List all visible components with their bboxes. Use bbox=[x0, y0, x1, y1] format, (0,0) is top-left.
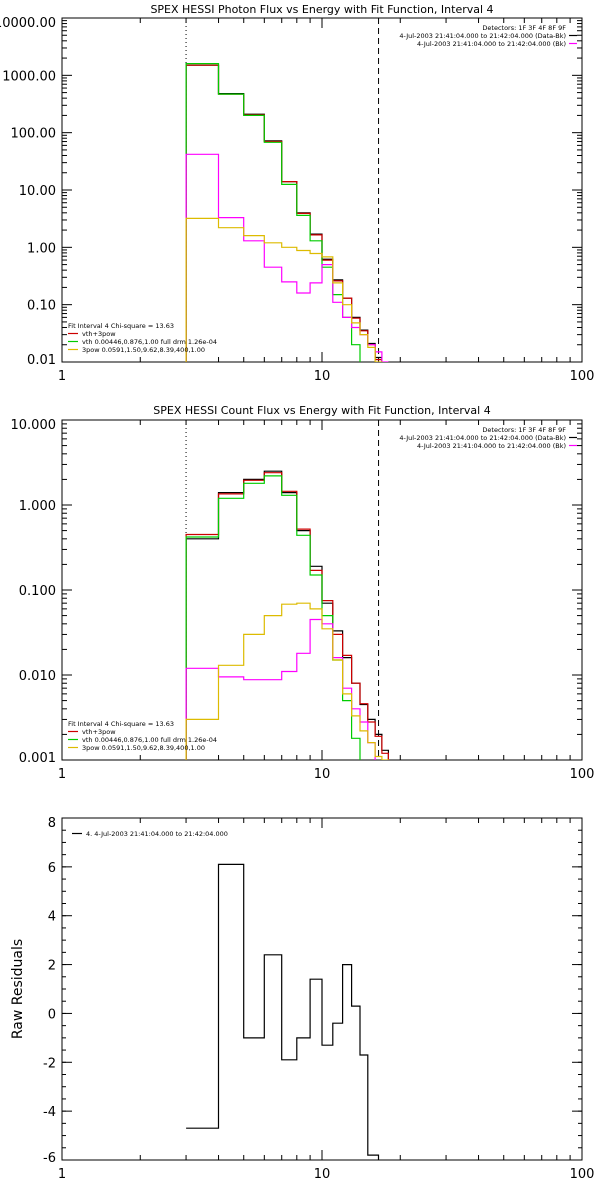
legend-bottomleft-text: Fit Interval 4 Chi-square = 13.63 bbox=[68, 720, 174, 728]
y-tick-label: 1000.00 bbox=[2, 69, 56, 84]
series-line-4 bbox=[185, 602, 389, 760]
y-tick-label: 100.00 bbox=[11, 127, 57, 142]
y-tick-label: 8 bbox=[48, 816, 56, 831]
y-tick-label: 2 bbox=[48, 959, 56, 974]
x-tick-label: 100 bbox=[570, 369, 595, 384]
series-line-3 bbox=[185, 153, 389, 362]
legend-bottomleft-text: 3pow 0.0591,1.50,9.62,8.39,400,1.00 bbox=[82, 346, 205, 354]
chart-title: SPEX HESSI Photon Flux vs Energy with Fi… bbox=[150, 3, 493, 16]
series-line-2 bbox=[185, 63, 361, 362]
y-tick-label: 0.001 bbox=[19, 751, 56, 766]
x-tick-label: 1 bbox=[58, 1167, 66, 1182]
series-line-1 bbox=[185, 64, 383, 362]
legend-bottomleft-text: Fit Interval 4 Chi-square = 13.63 bbox=[68, 322, 174, 330]
x-tick-label: 1 bbox=[58, 767, 66, 782]
y-axis bbox=[62, 817, 582, 1161]
y-tick-label: 0.10 bbox=[27, 299, 56, 314]
legend-topright-text: 4-Jul-2003 21:41:04.000 to 21:42:04.000 … bbox=[399, 32, 566, 40]
y-tick-label: 10.000 bbox=[11, 418, 57, 433]
y-tick-label: -2 bbox=[43, 1056, 56, 1071]
x-tick-label: 100 bbox=[570, 1167, 595, 1182]
y-tick-label: 10000.00 bbox=[0, 16, 56, 31]
y-tick-label: 0.010 bbox=[19, 669, 56, 684]
legend-bottomleft-text: vth 0.00446,0.876,1.00 full drm 1.26e-04 bbox=[82, 736, 217, 744]
y-tick-label: -4 bbox=[43, 1105, 56, 1120]
x-tick-label: 10 bbox=[314, 1167, 331, 1182]
legend-topright-text: Detectors: 1F 3F 4F 8F 9F bbox=[482, 426, 566, 434]
legend-topright-text: 4-Jul-2003 21:41:04.000 to 21:42:04.000 … bbox=[417, 40, 566, 48]
series-line-0 bbox=[186, 863, 380, 1160]
y-tick-label: -6 bbox=[43, 1151, 56, 1166]
y-tick-label: 0 bbox=[48, 1007, 56, 1022]
x-tick-label: 10 bbox=[314, 767, 331, 782]
plot-frame bbox=[61, 17, 583, 363]
legend-bottomleft-text: 3pow 0.0591,1.50,9.62,8.39,400,1.00 bbox=[82, 744, 205, 752]
legend-bottomleft-text: vth+3pow bbox=[82, 728, 116, 736]
x-axis bbox=[61, 18, 583, 362]
series-group bbox=[185, 63, 389, 362]
chart-title: SPEX HESSI Count Flux vs Energy with Fit… bbox=[153, 404, 490, 417]
y-axis bbox=[62, 17, 582, 363]
legend-topright-text: Detectors: 1F 3F 4F 8F 9F bbox=[482, 24, 566, 32]
y-axis bbox=[62, 419, 582, 761]
x-tick-label: 100 bbox=[570, 767, 595, 782]
series-group bbox=[185, 470, 389, 760]
legend-topright-text: 4-Jul-2003 21:41:04.000 to 21:42:04.000 … bbox=[417, 442, 566, 450]
series-line-0 bbox=[185, 64, 383, 362]
y-tick-label: 0.01 bbox=[27, 353, 56, 368]
y-tick-label: 1.00 bbox=[27, 241, 56, 256]
legend-topright-text: 4-Jul-2003 21:41:04.000 to 21:42:04.000 … bbox=[399, 434, 566, 442]
y-tick-label: 0.100 bbox=[19, 584, 56, 599]
x-tick-label: 1 bbox=[58, 369, 66, 384]
y-axis-label: Raw Residuals bbox=[10, 939, 26, 1039]
legend-series-name: 4. 4-Jul-2003 21:41:04.000 to 21:42:04.0… bbox=[86, 830, 228, 838]
legend-bottomleft-text: vth 0.00446,0.876,1.00 full drm 1.26e-04 bbox=[82, 338, 217, 346]
series-group bbox=[186, 863, 380, 1160]
legend-bottomleft-text: vth+3pow bbox=[82, 330, 116, 338]
y-tick-label: 1.000 bbox=[19, 499, 56, 514]
x-tick-label: 10 bbox=[314, 369, 331, 384]
y-tick-label: 6 bbox=[48, 861, 56, 876]
y-tick-label: 10.00 bbox=[19, 184, 56, 199]
series-line-4 bbox=[185, 217, 383, 362]
x-axis bbox=[61, 818, 583, 1160]
y-tick-label: 4 bbox=[48, 910, 56, 925]
